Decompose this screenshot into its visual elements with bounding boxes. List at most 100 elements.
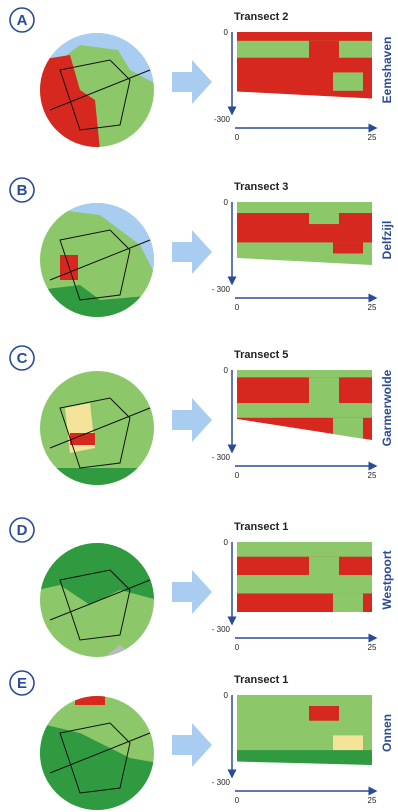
distance-end: 25 bbox=[368, 303, 377, 312]
depth-bottom: - 300 bbox=[212, 778, 231, 787]
map-forest bbox=[40, 468, 154, 485]
transect-layer bbox=[237, 556, 372, 577]
panel: E Transect 1 0 - 300 0 25 Onnen bbox=[9, 670, 394, 810]
transect-title: Transect 3 bbox=[234, 181, 288, 193]
transect-layer bbox=[237, 720, 372, 737]
transect-layer bbox=[237, 32, 372, 42]
map-water bbox=[40, 33, 154, 85]
transect-layer bbox=[237, 202, 372, 215]
map-urban bbox=[70, 433, 95, 445]
map bbox=[40, 543, 154, 657]
transect bbox=[237, 32, 372, 99]
flow-arrow bbox=[172, 398, 212, 442]
map-outline bbox=[49, 59, 151, 131]
transect-layer bbox=[237, 706, 372, 722]
transect bbox=[237, 542, 372, 612]
flow-arrow bbox=[172, 723, 212, 767]
label-circle bbox=[9, 345, 35, 371]
site-name: Garmerwolde bbox=[380, 369, 394, 446]
depth-top: 0 bbox=[224, 28, 229, 37]
distance-end: 25 bbox=[368, 471, 377, 480]
map-field bbox=[65, 403, 95, 453]
transect-layer bbox=[237, 213, 372, 226]
distance-end: 25 bbox=[368, 796, 377, 805]
transect bbox=[237, 370, 372, 440]
flow-arrow bbox=[172, 570, 212, 614]
site-name: Delfzijl bbox=[380, 221, 394, 260]
transect-patch bbox=[309, 40, 339, 59]
transect-title: Transect 2 bbox=[234, 11, 288, 23]
transect-layer bbox=[237, 253, 372, 265]
transect-patch bbox=[333, 72, 363, 92]
map bbox=[40, 696, 154, 810]
flow-arrow bbox=[172, 230, 212, 274]
distance-start: 0 bbox=[235, 643, 240, 652]
transect-layer bbox=[237, 575, 372, 595]
transect bbox=[237, 202, 372, 265]
panel-label: A bbox=[17, 12, 28, 29]
site-name: Onnen bbox=[380, 714, 394, 752]
transect-title: Transect 1 bbox=[234, 674, 288, 686]
depth-bottom: - 300 bbox=[212, 285, 231, 294]
transect-patch bbox=[333, 417, 363, 440]
depth-top: 0 bbox=[224, 198, 229, 207]
label-circle bbox=[9, 670, 35, 696]
map-outline bbox=[49, 229, 151, 301]
panel: D Transect 1 0 - 300 0 25 Westpoort bbox=[9, 517, 394, 657]
depth-top: 0 bbox=[224, 366, 229, 375]
map-forest bbox=[40, 723, 154, 810]
transect-patch bbox=[333, 242, 363, 255]
transect-layer bbox=[237, 90, 372, 99]
panel-label: D bbox=[17, 522, 28, 539]
transect-patch bbox=[309, 556, 339, 577]
flow-arrow bbox=[172, 60, 212, 104]
transect bbox=[237, 695, 372, 765]
panel-label: E bbox=[17, 675, 27, 692]
transect-layer bbox=[237, 542, 372, 558]
distance-end: 25 bbox=[368, 643, 377, 652]
label-circle bbox=[9, 517, 35, 543]
transect-title: Transect 5 bbox=[234, 349, 288, 361]
label-circle bbox=[9, 177, 35, 203]
distance-start: 0 bbox=[235, 303, 240, 312]
transect-layer bbox=[237, 224, 372, 244]
distance-start: 0 bbox=[235, 796, 240, 805]
depth-bottom: - 300 bbox=[212, 625, 231, 634]
transect-layer bbox=[237, 750, 372, 765]
site-name: Eemshaven bbox=[380, 37, 394, 104]
depth-bottom: -300 bbox=[214, 115, 231, 124]
distance-start: 0 bbox=[235, 133, 240, 142]
distance-end: 25 bbox=[368, 133, 377, 142]
transect-patch bbox=[309, 706, 339, 722]
transect-title: Transect 1 bbox=[234, 521, 288, 533]
transect-patch bbox=[333, 735, 363, 752]
transect-layer bbox=[237, 695, 372, 708]
map-outline bbox=[49, 569, 151, 641]
depth-top: 0 bbox=[224, 538, 229, 547]
map-urban bbox=[75, 696, 105, 705]
depth-bottom: - 300 bbox=[212, 453, 231, 462]
panel-label: C bbox=[17, 350, 28, 367]
transect-layer bbox=[237, 57, 372, 74]
map bbox=[40, 33, 154, 147]
transect-layer bbox=[237, 377, 372, 405]
site-name: Westpoort bbox=[380, 550, 394, 609]
label-circle bbox=[9, 7, 35, 33]
transect-patch bbox=[309, 377, 339, 405]
map bbox=[40, 371, 154, 485]
map-outline bbox=[49, 397, 151, 469]
transect-layer bbox=[237, 370, 372, 379]
panel: A Transect 2 0 -300 0 25 Eemshaven bbox=[9, 7, 394, 147]
transect-patch bbox=[333, 593, 363, 612]
panel: C Transect 5 0 - 300 0 25 Garmerwolde bbox=[9, 345, 394, 485]
distance-start: 0 bbox=[235, 471, 240, 480]
panel-label: B bbox=[17, 182, 28, 199]
panel: B Transect 3 0 - 300 0 25 Delfzijl bbox=[9, 177, 394, 317]
map-outline bbox=[49, 722, 151, 794]
depth-top: 0 bbox=[224, 691, 229, 700]
transect-layer bbox=[237, 40, 372, 59]
map bbox=[40, 203, 154, 317]
map-water bbox=[40, 203, 154, 280]
transect-layer bbox=[237, 403, 372, 419]
